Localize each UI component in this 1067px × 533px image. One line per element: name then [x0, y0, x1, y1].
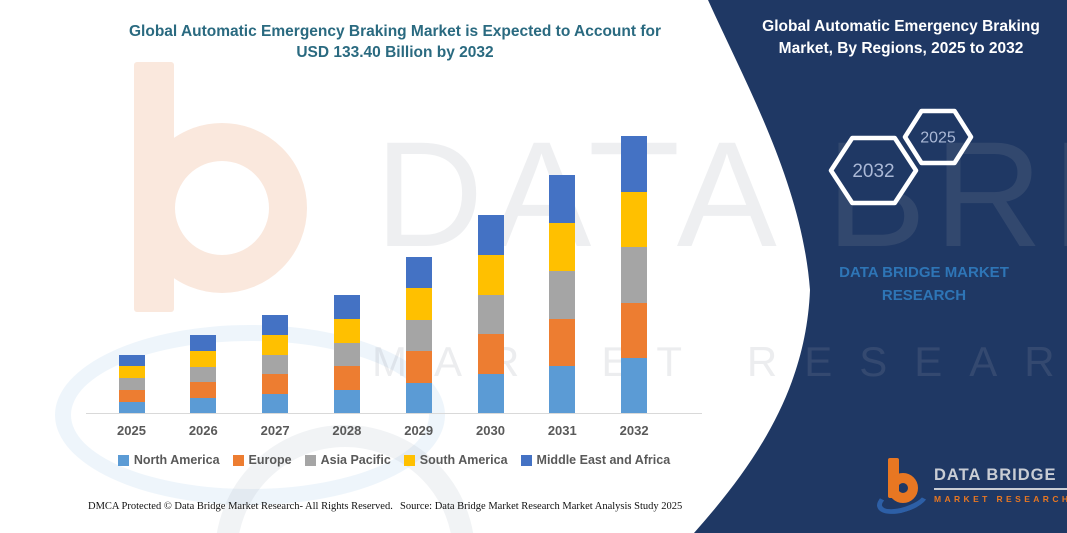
brand-text: DATA BRIDGE MARKET RESEARCH	[839, 264, 1009, 304]
bar-segment-2032-south-america	[621, 191, 648, 248]
bar-segment-2030-south-america	[477, 254, 504, 295]
bar-segment-2030-asia-pacific	[477, 294, 504, 335]
bar-segment-2032-middle-east-and-africa	[621, 135, 648, 192]
bar-segment-2030-middle-east-and-africa	[477, 215, 504, 255]
bar-segment-2029-north-america	[405, 382, 432, 414]
bar-segment-2026-asia-pacific	[190, 366, 217, 383]
bar-segment-2026-middle-east-and-africa	[190, 334, 217, 351]
x-tick-2026: 2026	[188, 423, 218, 438]
bar-2031	[549, 175, 576, 414]
legend-swatch	[520, 454, 532, 466]
dmca-notice: DMCA Protected © Data Bridge Market Rese…	[88, 501, 393, 512]
logo-subname: MARKET RESEARCH	[934, 494, 1067, 504]
panel-title-line2: Market, By Regions, 2025 to 2032	[778, 39, 1024, 57]
x-tick-2025: 2025	[117, 423, 146, 438]
bar-segment-2026-europe	[190, 382, 217, 399]
bar-segment-2027-north-america	[262, 394, 289, 414]
bar-segment-2032-europe	[621, 302, 648, 359]
main-title-line1: Global Automatic Emergency Braking Marke…	[129, 23, 661, 40]
bar-2030	[477, 215, 504, 414]
legend-label: Asia Pacific	[320, 453, 391, 467]
legend-swatch	[117, 454, 129, 466]
bar-segment-2030-europe	[477, 334, 504, 375]
x-axis-line	[86, 413, 702, 414]
bar-2029	[405, 256, 432, 414]
market-research-text-watermark: MARKET RESEARCH	[372, 338, 1067, 385]
logo-name: DATA BRIDGE	[934, 466, 1067, 490]
bar-segment-2026-north-america	[190, 398, 217, 414]
legend-swatch	[232, 454, 244, 466]
x-tick-2032: 2032	[619, 423, 649, 438]
legend-label: South America	[419, 453, 508, 467]
bar-segment-2025-middle-east-and-africa	[118, 354, 145, 367]
bar-segment-2029-asia-pacific	[405, 319, 432, 352]
legend-item-middle-east-and-africa: Middle East and Africa	[520, 453, 671, 467]
b-logo-icon	[873, 458, 933, 520]
source-note: Source: Data Bridge Market Research Mark…	[400, 501, 683, 512]
x-tick-2031: 2031	[547, 423, 577, 438]
panel-title: Global Automatic Emergency Braking Marke…	[745, 16, 1057, 59]
legend-label: North America	[133, 453, 220, 467]
bar-segment-2027-middle-east-and-africa	[262, 315, 289, 335]
bar-segment-2025-asia-pacific	[118, 378, 145, 391]
bar-segment-2025-europe	[118, 390, 145, 403]
main-title: Global Automatic Emergency Braking Marke…	[75, 22, 715, 64]
bar-segment-2031-north-america	[549, 366, 576, 414]
bar-segment-2030-north-america	[477, 374, 504, 414]
legend-swatch	[304, 454, 316, 466]
bar-segment-2032-north-america	[621, 358, 648, 414]
legend-swatch	[403, 454, 415, 466]
bar-segment-2027-asia-pacific	[262, 354, 289, 375]
hexagon-2032	[828, 135, 919, 206]
bar-2032	[621, 135, 648, 414]
bar-segment-2028-europe	[333, 366, 360, 391]
bar-segment-2029-europe	[405, 351, 432, 383]
x-tick-2028: 2028	[332, 423, 362, 438]
bar-2026	[190, 334, 217, 414]
x-tick-2027: 2027	[260, 423, 290, 438]
main-title-line2: USD 133.40 Billion by 2032	[296, 43, 494, 61]
hexagon-2032-label: 2032	[852, 161, 894, 182]
bar-segment-2028-north-america	[333, 390, 360, 414]
bar-segment-2031-middle-east-and-africa	[549, 175, 576, 224]
legend-label: Middle East and Africa	[536, 453, 671, 467]
bar-segment-2027-south-america	[262, 334, 289, 355]
legend-item-europe: Europe	[232, 453, 292, 467]
bar-2027	[262, 315, 289, 414]
legend-label: Europe	[248, 453, 292, 467]
x-tick-2030: 2030	[476, 423, 505, 438]
bar-segment-2028-middle-east-and-africa	[333, 295, 360, 319]
bar-segment-2026-south-america	[190, 350, 217, 367]
hexagon-2025-label: 2025	[920, 130, 956, 147]
bar-segment-2031-europe	[549, 318, 576, 367]
year-hexagons: 2025 2032	[828, 108, 974, 206]
bar-segment-2029-middle-east-and-africa	[405, 256, 432, 289]
legend-item-asia-pacific: Asia Pacific	[304, 453, 391, 467]
bar-segment-2028-asia-pacific	[333, 342, 360, 367]
chart-legend: North America Europe Asia Pacific South Ame…	[88, 453, 700, 467]
legend-item-north-america: North America	[117, 453, 220, 467]
data-bridge-logo: DATA BRIDGE MARKET RESEARCH	[873, 458, 1067, 520]
bar-segment-2025-north-america	[118, 402, 145, 414]
bar-segment-2025-south-america	[118, 366, 145, 379]
bar-segment-2031-south-america	[549, 223, 576, 271]
bar-segment-2031-asia-pacific	[549, 270, 576, 319]
bar-segment-2032-asia-pacific	[621, 247, 648, 303]
bar-2028	[333, 295, 360, 414]
panel-title-line1: Global Automatic Emergency Braking	[762, 18, 1040, 35]
bar-segment-2027-europe	[262, 374, 289, 395]
hexagon-2025	[902, 108, 974, 166]
bar-segment-2028-south-america	[333, 319, 360, 343]
x-tick-2029: 2029	[404, 423, 434, 438]
bar-segment-2029-south-america	[405, 288, 432, 320]
bar-2025	[118, 354, 145, 414]
legend-item-south-america: South America	[403, 453, 508, 467]
